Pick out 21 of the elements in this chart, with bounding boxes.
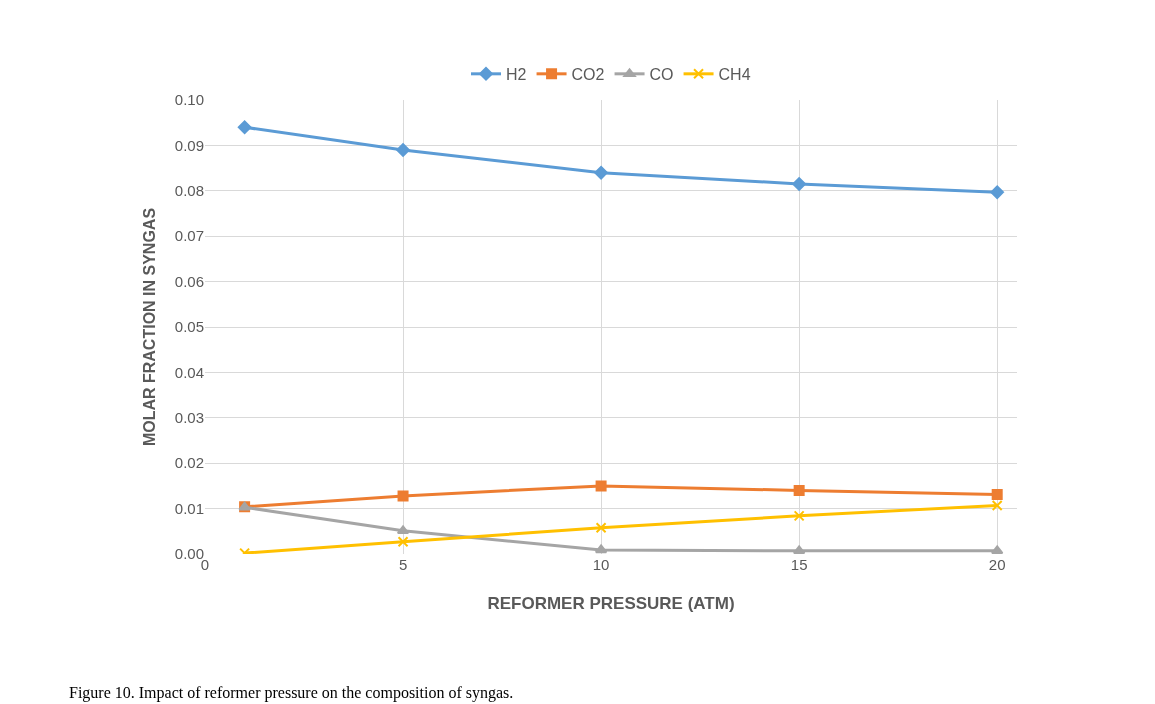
y-tick-label: 0.09: [174, 136, 204, 154]
legend-label: H2: [506, 66, 527, 84]
legend-label: CO2: [571, 66, 605, 84]
y-tick-label: 0.05: [174, 318, 204, 336]
y-tick-label: 0.08: [174, 182, 204, 200]
y-tick-label: 0.03: [174, 409, 204, 427]
y-tick-label: 0.01: [174, 499, 204, 517]
legend-label: CO: [649, 66, 674, 84]
x-tick-label: 15: [790, 556, 808, 573]
x-tick-label: 20: [988, 556, 1006, 573]
legend-label: CH4: [718, 66, 751, 84]
caption: Figure 10. Impact of reformer pressure on the composition of syngas.: [69, 684, 514, 702]
x-tick-label: 5: [398, 556, 408, 573]
y-tick-label: 0.07: [174, 227, 204, 245]
x-tick-label: 10: [592, 556, 610, 573]
y-axis-title: MOLAR FRACTION IN SYNGAS: [140, 207, 158, 447]
y-tick-label: 0.06: [174, 272, 204, 290]
x-axis-title: REFORMER PRESSURE (ATM): [487, 594, 735, 614]
y-tick-label: 0.10: [174, 91, 204, 109]
y-tick-label: 0.04: [174, 363, 204, 381]
y-tick-label: 0.02: [174, 454, 204, 472]
